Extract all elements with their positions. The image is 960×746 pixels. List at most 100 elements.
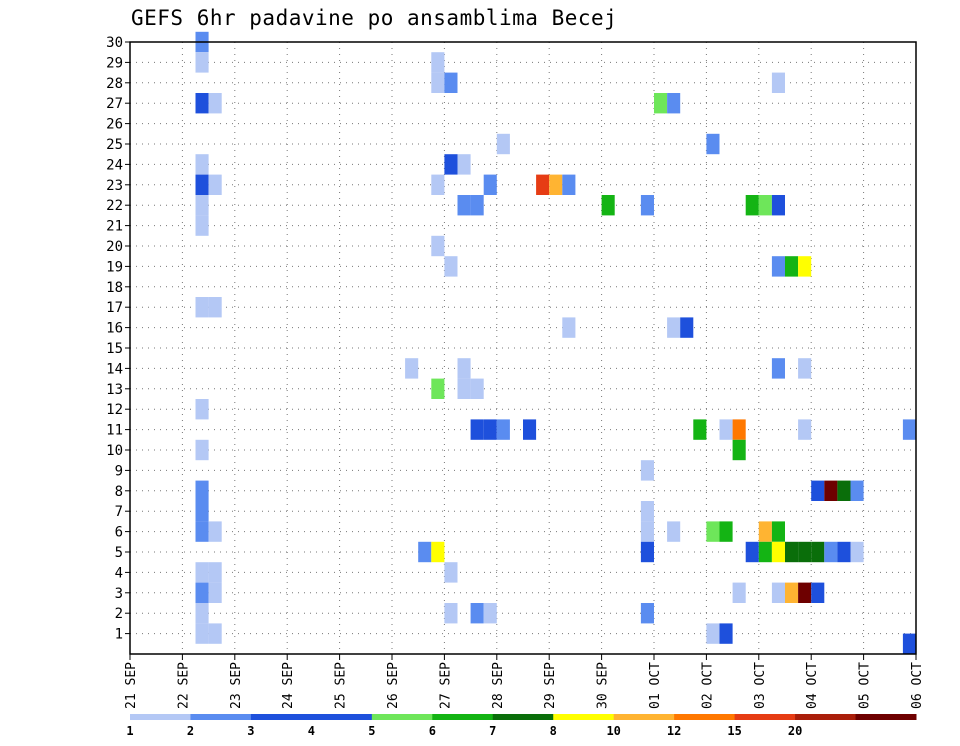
data-cell [771, 256, 785, 277]
y-tick-label: 2 [115, 606, 123, 622]
data-cell [640, 501, 654, 522]
data-cell [195, 562, 209, 583]
x-tick-label: 01 OCT [648, 662, 663, 709]
x-tick-label: 06 OCT [910, 662, 925, 709]
data-cell [195, 501, 209, 522]
y-tick-label: 24 [106, 157, 123, 173]
data-cell [549, 174, 563, 195]
y-tick-label: 17 [106, 300, 123, 316]
y-tick-label: 28 [106, 76, 123, 92]
data-cell [640, 603, 654, 624]
data-cell [536, 174, 550, 195]
data-cell [208, 174, 222, 195]
x-tick-label: 29 SEP [543, 662, 558, 709]
data-cell [195, 480, 209, 501]
data-cell [732, 582, 746, 603]
y-tick-label: 11 [106, 423, 123, 439]
data-cell [902, 633, 916, 654]
data-cells [195, 31, 916, 654]
y-tick-label: 22 [106, 198, 123, 214]
data-cell [850, 480, 864, 501]
data-cell [405, 358, 419, 379]
data-cell [771, 195, 785, 216]
y-tick-label: 25 [106, 137, 123, 153]
legend-label: 1 [126, 724, 133, 738]
legend-swatch [734, 714, 796, 720]
legend-label: 7 [489, 724, 496, 738]
data-cell [758, 521, 772, 542]
data-cell [785, 582, 799, 603]
legend-label: 12 [667, 724, 681, 738]
y-tick-label: 29 [106, 55, 123, 71]
data-cell [798, 582, 812, 603]
data-cell [798, 541, 812, 563]
data-cell [444, 154, 458, 175]
legend-swatch [553, 714, 615, 720]
y-tick-label: 14 [106, 361, 123, 377]
data-cell [195, 154, 209, 175]
legend-label: 3 [247, 724, 254, 738]
y-tick-label: 19 [106, 259, 123, 275]
x-tick-label: 28 SEP [491, 662, 506, 709]
data-cell [457, 195, 471, 216]
data-cell [640, 521, 654, 542]
y-tick-label: 30 [106, 35, 123, 51]
data-cell [523, 419, 537, 440]
data-cell [719, 419, 733, 440]
y-tick-label: 15 [106, 341, 123, 357]
data-cell [680, 317, 694, 338]
x-tick-label: 24 SEP [281, 662, 296, 709]
legend-swatch [674, 714, 736, 720]
x-tick-label: 25 SEP [334, 662, 349, 709]
data-cell [483, 603, 497, 624]
data-cell [195, 603, 209, 624]
data-cell [195, 52, 209, 73]
legend-label: 6 [429, 724, 436, 738]
data-cell [470, 419, 484, 440]
y-tick-label: 26 [106, 117, 123, 133]
y-tick-label: 16 [106, 321, 123, 337]
data-cell [824, 480, 838, 501]
data-cell [483, 419, 497, 440]
data-cell [496, 419, 510, 440]
data-cell [902, 419, 916, 440]
legend-label: 10 [606, 724, 620, 738]
y-tick-label: 8 [115, 484, 123, 500]
data-cell [811, 541, 825, 563]
data-cell [811, 480, 825, 501]
data-cell [444, 72, 458, 93]
data-cell [719, 521, 733, 542]
data-cell [195, 297, 209, 318]
y-tick-label: 21 [106, 219, 123, 235]
data-cell [824, 541, 838, 563]
legend-swatch [371, 714, 433, 720]
legend-swatch [311, 714, 373, 720]
x-tick-label: 02 OCT [700, 662, 715, 709]
data-cell [719, 623, 733, 644]
data-cell [771, 521, 785, 542]
data-cell [758, 541, 772, 563]
data-cell [640, 460, 654, 481]
data-cell [195, 399, 209, 420]
legend-swatch [250, 714, 312, 720]
data-cell [431, 52, 445, 73]
data-cell [195, 93, 209, 114]
data-cell [732, 419, 746, 440]
data-cell [470, 378, 484, 399]
y-tick-label: 4 [115, 565, 123, 581]
y-tick-label: 13 [106, 382, 123, 398]
data-cell [850, 541, 864, 563]
y-tick-label: 10 [106, 443, 123, 459]
x-tick-label: 22 SEP [176, 662, 191, 709]
legend-label: 2 [187, 724, 194, 738]
legend-swatch [613, 714, 675, 720]
y-tick-label: 23 [106, 178, 123, 194]
y-tick-label: 5 [115, 545, 123, 561]
data-cell [798, 358, 812, 379]
data-cell [693, 419, 707, 440]
x-tick-label: 23 SEP [229, 662, 244, 709]
y-tick-label: 1 [115, 627, 123, 643]
x-tick-label: 21 SEP [124, 662, 139, 709]
legend-label: 20 [788, 724, 802, 738]
